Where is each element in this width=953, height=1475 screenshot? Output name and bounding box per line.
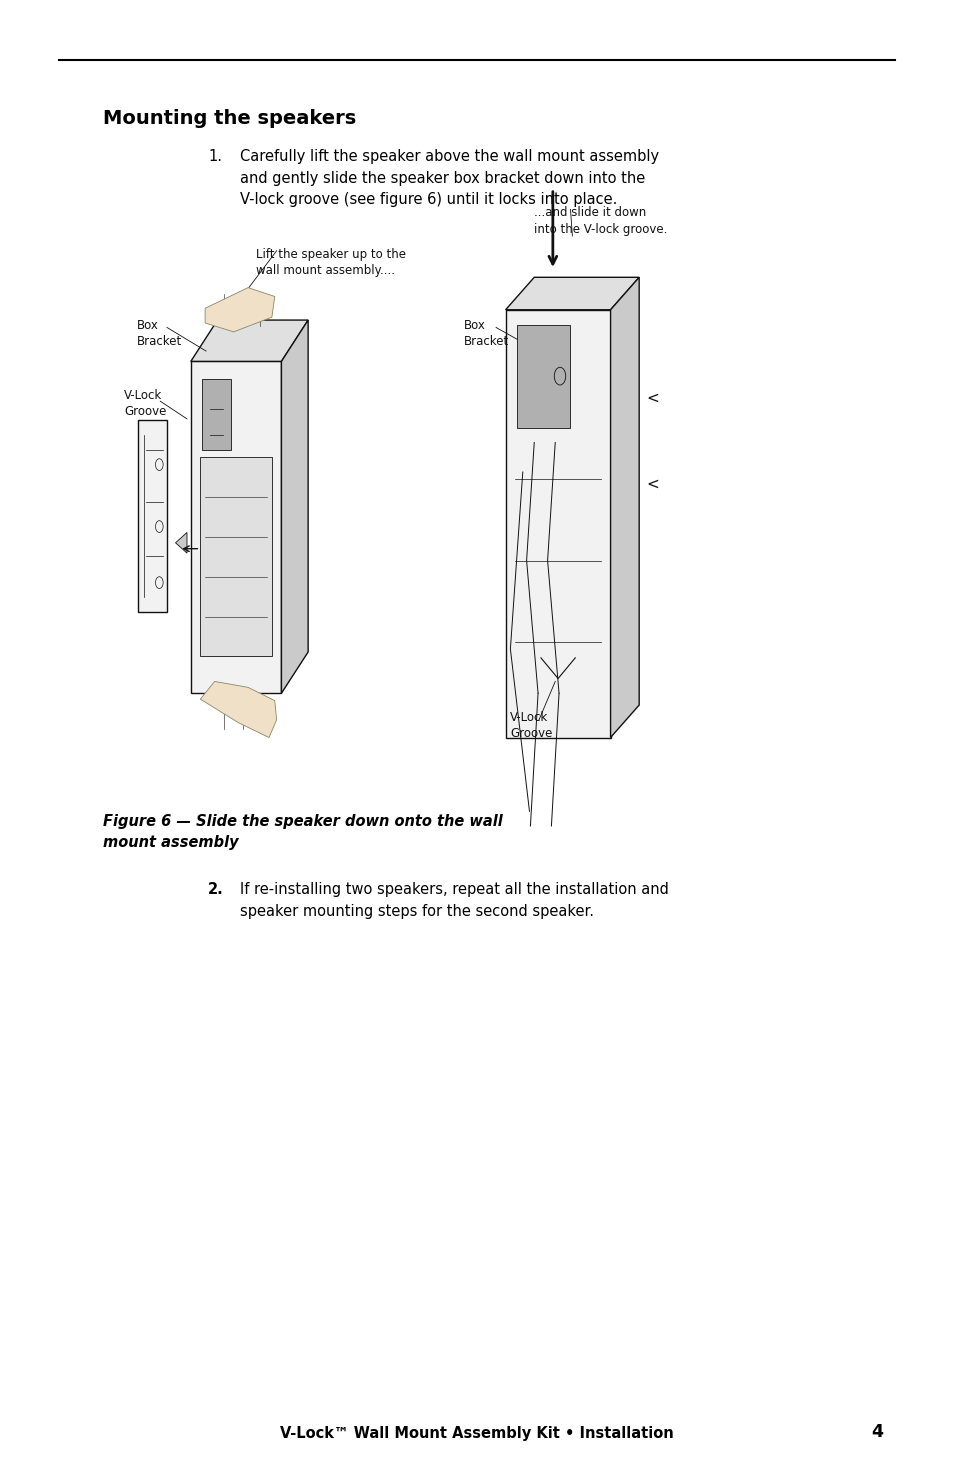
Polygon shape <box>138 420 167 612</box>
Text: V-Lock
Groove: V-Lock Groove <box>510 711 552 740</box>
Text: 4: 4 <box>871 1423 882 1441</box>
Polygon shape <box>202 379 231 450</box>
Text: Mounting the speakers: Mounting the speakers <box>103 109 355 128</box>
Polygon shape <box>505 310 610 738</box>
Polygon shape <box>205 288 274 332</box>
Text: mount assembly: mount assembly <box>103 835 238 850</box>
Text: <: < <box>646 391 659 406</box>
Text: Box
Bracket: Box Bracket <box>463 319 508 348</box>
Text: Box
Bracket: Box Bracket <box>136 319 181 348</box>
Text: V-Lock™ Wall Mount Assembly Kit • Installation: V-Lock™ Wall Mount Assembly Kit • Instal… <box>280 1426 673 1441</box>
Text: Lift the speaker up to the
wall mount assembly....: Lift the speaker up to the wall mount as… <box>255 248 405 277</box>
Text: If re-installing two speakers, repeat all the installation and
speaker mounting : If re-installing two speakers, repeat al… <box>240 882 669 919</box>
Polygon shape <box>517 324 569 428</box>
Text: 1.: 1. <box>208 149 222 164</box>
Polygon shape <box>610 277 639 738</box>
Text: ...and slide it down
into the V-lock groove.: ...and slide it down into the V-lock gro… <box>534 207 667 236</box>
Polygon shape <box>175 532 187 553</box>
Polygon shape <box>191 361 281 693</box>
Text: Carefully lift the speaker above the wall mount assembly
and gently slide the sp: Carefully lift the speaker above the wal… <box>240 149 659 207</box>
Polygon shape <box>505 277 639 310</box>
Text: <: < <box>646 476 659 491</box>
Text: 2.: 2. <box>208 882 224 897</box>
Text: Figure 6 — Slide the speaker down onto the wall: Figure 6 — Slide the speaker down onto t… <box>103 814 502 829</box>
Polygon shape <box>281 320 308 693</box>
Polygon shape <box>200 681 276 738</box>
Polygon shape <box>200 457 272 656</box>
Text: V-Lock
Groove: V-Lock Groove <box>124 389 166 419</box>
Polygon shape <box>191 320 308 361</box>
